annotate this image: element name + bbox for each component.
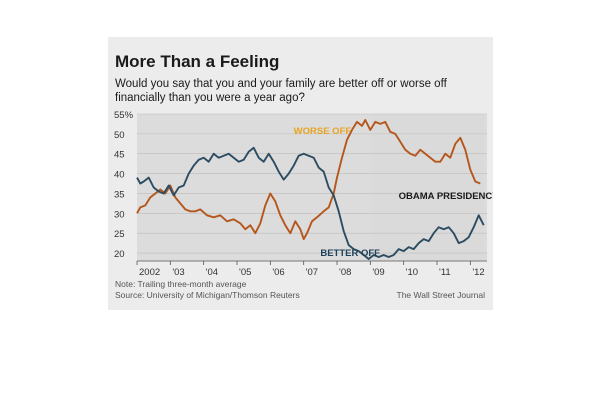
chart-svg: More Than a Feeling Would you say that y… [114,52,493,300]
x-tick-label: 2002 [139,267,160,278]
chart-subtitle-line-1: Would you say that you and your family a… [115,78,448,90]
series-label-worse-off: WORSE OFF [294,126,352,137]
x-tick-label: '03 [172,267,184,278]
chart-title: More Than a Feeling [115,52,279,71]
x-tick-label: '08 [339,267,351,278]
region-label: OBAMA PRESIDENCY [399,191,493,202]
shaded-region [372,114,484,261]
x-tick-label: '06 [272,267,284,278]
y-tick-label: 50 [114,130,125,141]
y-tick-label: 35 [114,189,125,200]
y-tick-label: 30 [114,209,125,220]
x-tick-label: '04 [206,267,218,278]
y-tick-label: 40 [114,170,125,181]
x-tick-label: '12 [472,267,484,278]
y-tick-label: 25 [114,229,125,240]
x-tick-label: '09 [372,267,384,278]
y-tick-label: 55% [114,110,134,121]
y-tick-label: 20 [114,249,125,260]
series-line-worse-off [136,119,481,241]
chart-credit: The Wall Street Journal [397,290,486,300]
plot-area: 20 25 30 35 40 45 50 55% 2002 '03 '04 '05 '06 '07 '08 '… [114,110,493,278]
chart-note: Note: Trailing three-month average [115,279,247,289]
chart-source: Source: University of Michigan/Thomson R… [115,290,300,300]
x-tick-label: '07 [306,267,318,278]
x-tick-label: '10 [406,267,418,278]
chart-subtitle-line-2: financially than you were a year ago? [115,92,305,104]
series-line-better-off [136,146,485,260]
series-label-better-off: BETTER OFF [320,248,380,259]
chart-figure: More Than a Feeling Would you say that y… [108,37,493,310]
x-tick-label: '11 [439,267,451,278]
y-tick-label: 45 [114,150,125,161]
x-tick-label: '05 [239,267,251,278]
